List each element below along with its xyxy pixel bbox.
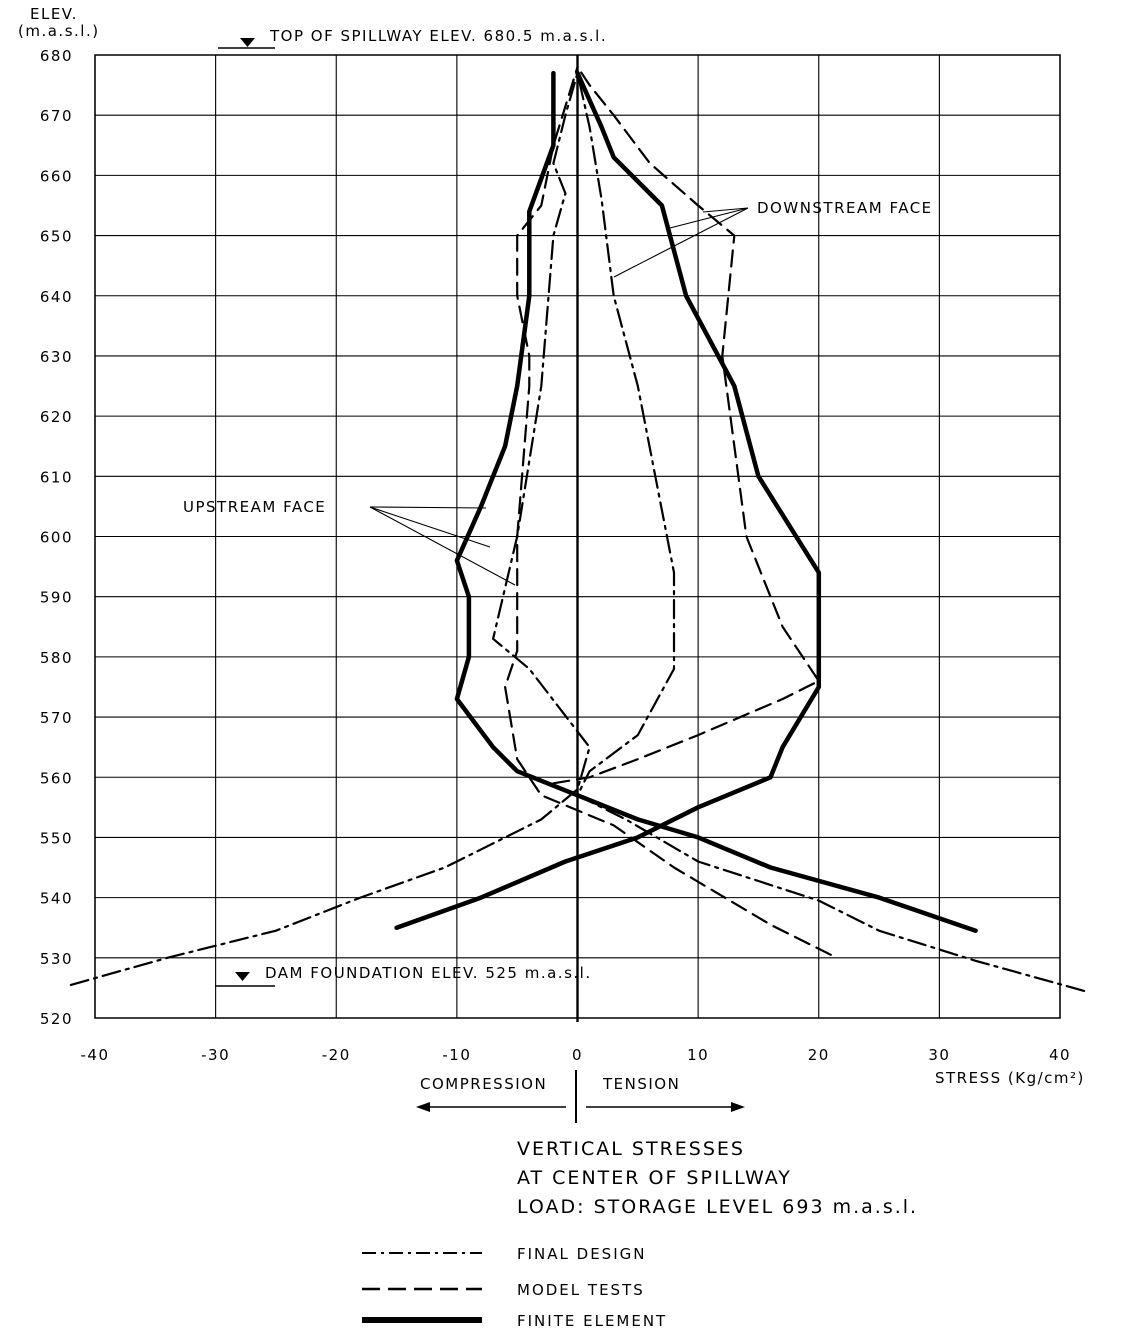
y-tick-label: 620 [40, 408, 73, 426]
x-tick-labels: -40 -30 -20 -10 0 10 20 30 40 [81, 1046, 1071, 1064]
caption-line-3: LOAD: STORAGE LEVEL 693 m.a.s.l. [517, 1196, 918, 1218]
x-tick-label: 30 [928, 1046, 950, 1064]
top-reference: TOP OF SPILLWAY ELEV. 680.5 m.a.s.l. [218, 27, 607, 49]
tension-arrowhead-icon [731, 1102, 745, 1112]
y-tick-label: 540 [40, 890, 73, 908]
series-lines [69, 65, 1086, 993]
series-line-finite-element-downstream [394, 70, 822, 930]
elevation-marker-icon [235, 972, 250, 981]
x-tick-label: -40 [81, 1046, 110, 1064]
y-tick-label: 560 [40, 769, 73, 787]
legend-label-final-design: FINAL DESIGN [517, 1245, 646, 1263]
leader-line [369, 506, 516, 586]
y-tick-label: 550 [40, 829, 73, 847]
y-tick-label: 600 [40, 529, 73, 547]
y-tick-label: 680 [40, 47, 73, 65]
y-axis-label-line2: (m.a.s.l.) [18, 22, 100, 40]
compression-label: COMPRESSION [420, 1075, 547, 1093]
compression-arrowhead-icon [416, 1102, 430, 1112]
caption-line-1: VERTICAL STRESSES [517, 1138, 745, 1160]
bottom-reference: DAM FOUNDATION ELEV. 525 m.a.s.l. [215, 964, 592, 987]
series-line-final-design-downstream [576, 71, 1086, 993]
x-tick-label: -30 [201, 1046, 230, 1064]
upstream-annotation: UPSTREAM FACE [183, 498, 516, 586]
tension-label: TENSION [602, 1075, 680, 1093]
leader-line [613, 207, 749, 278]
legend-label-finite-element: FINITE ELEMENT [517, 1312, 667, 1330]
y-tick-label: 630 [40, 348, 73, 366]
series-line-finite-element-upstream [454, 70, 978, 933]
x-tick-label: -10 [442, 1046, 471, 1064]
legend: FINAL DESIGN MODEL TESTS FINITE ELEMENT [362, 1245, 667, 1330]
bottom-reference-label: DAM FOUNDATION ELEV. 525 m.a.s.l. [265, 964, 592, 982]
leader-line [702, 207, 749, 213]
series-line-final-design-upstream [69, 71, 591, 987]
x-tick-label: 40 [1049, 1046, 1071, 1064]
y-tick-label: 580 [40, 649, 73, 667]
y-tick-label: 650 [40, 228, 73, 246]
y-tick-label: 570 [40, 709, 73, 727]
top-reference-label: TOP OF SPILLWAY ELEV. 680.5 m.a.s.l. [269, 27, 607, 45]
y-tick-label: 670 [40, 107, 73, 125]
x-tick-label: -20 [322, 1046, 351, 1064]
leader-line [369, 506, 491, 548]
x-tick-label: 10 [687, 1046, 709, 1064]
upstream-label: UPSTREAM FACE [183, 498, 326, 516]
y-tick-label: 640 [40, 288, 73, 306]
y-tick-label: 520 [40, 1010, 73, 1028]
x-tick-label: 20 [808, 1046, 830, 1064]
downstream-label: DOWNSTREAM FACE [757, 199, 933, 217]
y-tick-label: 590 [40, 589, 73, 607]
leader-line [665, 207, 749, 230]
direction-indicator: COMPRESSION TENSION [416, 1070, 745, 1123]
y-tick-labels: 680 670 660 650 640 630 620 610 600 590 580 570 560 5… [40, 47, 73, 1028]
elevation-marker-icon [240, 38, 255, 47]
caption-line-2: AT CENTER OF SPILLWAY [517, 1167, 792, 1189]
y-axis-label-line1: ELEV. [30, 5, 78, 23]
downstream-annotation: DOWNSTREAM FACE [613, 199, 933, 278]
y-tick-label: 530 [40, 950, 73, 968]
y-tick-label: 610 [40, 468, 73, 486]
x-tick-label: 0 [572, 1046, 583, 1064]
x-axis-label: STRESS (Kg/cm²) [935, 1069, 1085, 1087]
y-tick-label: 660 [40, 167, 73, 185]
legend-label-model-tests: MODEL TESTS [517, 1281, 645, 1299]
leader-line [369, 506, 487, 509]
series-line-model-tests-downstream [552, 65, 820, 785]
caption: VERTICAL STRESSES AT CENTER OF SPILLWAY … [517, 1138, 918, 1218]
